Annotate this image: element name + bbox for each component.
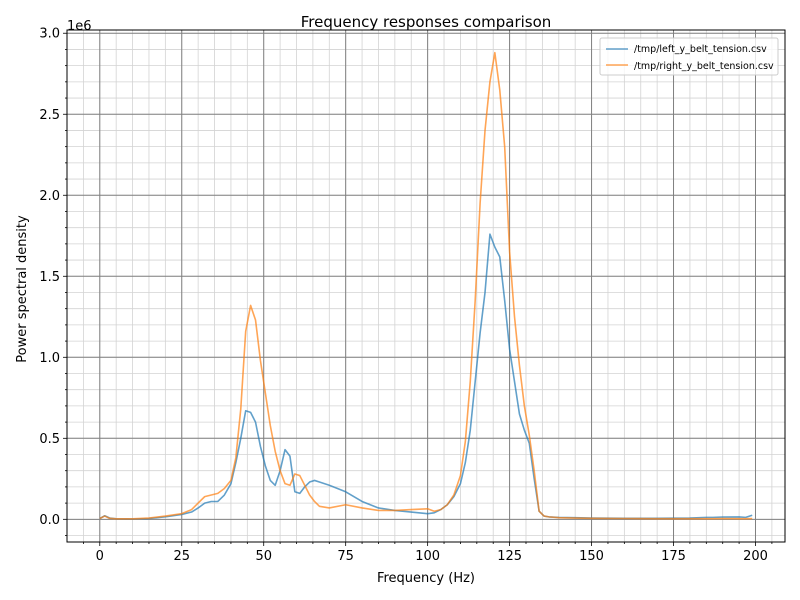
legend-label-right: /tmp/right_y_belt_tension.csv (634, 61, 774, 72)
x-tick-label: 125 (497, 549, 522, 564)
x-axis: 0 25 50 75 100 125 150 175 200 (82, 542, 773, 564)
x-tick-label: 200 (743, 549, 768, 564)
y-offset-label: 1e6 (67, 19, 92, 34)
y-tick-label: 0.0 (39, 513, 60, 528)
series-line-right (99, 51, 753, 520)
x-tick-label: 25 (173, 549, 190, 564)
x-tick-label: 150 (579, 549, 604, 564)
y-tick-label: 2.5 (39, 108, 60, 123)
x-tick-label: 175 (661, 549, 686, 564)
y-axis-label: Power spectral density (15, 215, 30, 363)
legend-box (599, 37, 779, 76)
y-tick-label: 0.5 (39, 432, 60, 447)
x-tick-label: 0 (96, 549, 104, 564)
x-axis-label: Frequency (Hz) (377, 571, 475, 586)
y-axis: 0.0 0.5 1.0 1.5 2.0 2.5 3.0 (39, 27, 67, 536)
minor-grid (67, 30, 785, 542)
y-tick-label: 1.5 (39, 270, 60, 285)
plot-frame (66, 29, 786, 543)
x-tick-label: 75 (337, 549, 354, 564)
y-tick-label: 3.0 (39, 27, 60, 42)
legend-label-left: /tmp/left_y_belt_tension.csv (634, 44, 767, 55)
y-tick-label: 1.0 (39, 351, 60, 366)
x-tick-label: 100 (415, 549, 440, 564)
series-layer (99, 51, 753, 520)
chart-title: Frequency responses comparison (301, 13, 552, 31)
x-tick-label: 50 (255, 549, 272, 564)
y-tick-label: 2.0 (39, 189, 60, 204)
legend: /tmp/left_y_belt_tension.csv /tmp/right_… (599, 37, 779, 76)
major-grid (67, 30, 785, 542)
